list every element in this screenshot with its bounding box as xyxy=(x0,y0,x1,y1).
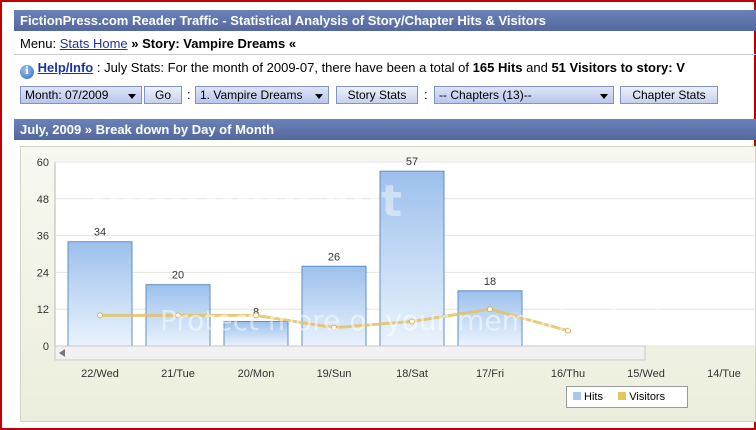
story-stats-button[interactable]: Story Stats xyxy=(336,86,418,104)
legend-hits: Hits xyxy=(584,391,603,403)
info-icon: i xyxy=(20,65,34,79)
hits-data-label: 57 xyxy=(406,156,418,168)
scroll-left-icon xyxy=(59,349,65,357)
y-tick-label: 36 xyxy=(37,231,49,243)
info-text-3: to story: V xyxy=(616,60,685,75)
x-tick-label: 18/Sat xyxy=(396,368,428,380)
visitors-point xyxy=(97,312,103,319)
menu-label: Menu: xyxy=(20,36,60,51)
info-text-2: and xyxy=(522,60,552,75)
chevron-down-icon xyxy=(600,94,608,99)
hits-bar xyxy=(301,265,367,347)
month-select-value: Month: 07/2009 xyxy=(25,88,109,102)
hits-data-label: 18 xyxy=(484,276,496,288)
story-select-value: 1. Vampire Dreams xyxy=(200,88,303,102)
month-select[interactable]: Month: 07/2009 xyxy=(20,86,142,104)
hits-data-label: 26 xyxy=(328,251,340,263)
go-button[interactable]: Go xyxy=(144,86,182,104)
total-visitors: 51 Visitors xyxy=(551,60,617,75)
visitors-point xyxy=(253,312,259,319)
controls-bar: Month: 07/2009 Go : 1. Vampire Dreams St… xyxy=(14,83,756,107)
visitors-point xyxy=(331,324,337,331)
info-text-1: : July Stats: For the month of 2009-07, … xyxy=(93,60,473,75)
total-hits: 165 Hits xyxy=(472,60,523,75)
chevron-down-icon xyxy=(128,94,136,99)
story-select[interactable]: 1. Vampire Dreams xyxy=(195,86,329,104)
hits-swatch xyxy=(573,392,581,400)
story-name: Story: Vampire Dreams « xyxy=(142,36,297,51)
x-tick-label: 19/Sun xyxy=(317,368,352,380)
visitors-point xyxy=(409,318,415,325)
menu-breadcrumb: Menu: Stats Home » Story: Vampire Dreams… xyxy=(14,33,756,55)
visitors-point xyxy=(565,327,571,334)
visitors-point xyxy=(487,306,493,313)
info-bar: i Help/Info : July Stats: For the month … xyxy=(14,57,756,79)
x-tick-label: 21/Tue xyxy=(161,368,195,380)
x-tick-label: 14/Tue xyxy=(707,368,741,380)
breadcrumb-separator: » xyxy=(127,36,143,51)
chapters-select[interactable]: -- Chapters (13)-- xyxy=(434,86,614,104)
y-tick-label: 12 xyxy=(37,304,49,316)
chevron-down-icon xyxy=(315,94,323,99)
chart-scrollbar xyxy=(54,345,646,361)
chapter-stats-button[interactable]: Chapter Stats xyxy=(620,86,718,104)
y-tick-label: 48 xyxy=(37,194,49,206)
hits-data-label: 34 xyxy=(94,227,106,239)
y-tick-label: 0 xyxy=(43,341,49,353)
separator: : xyxy=(187,87,191,102)
legend-visitors: Visitors xyxy=(629,391,666,403)
visitors-point xyxy=(175,312,181,319)
x-tick-label: 16/Thu xyxy=(551,368,585,380)
x-tick-label: 22/Wed xyxy=(81,368,119,380)
hits-data-label: 20 xyxy=(172,270,184,282)
hits-bar xyxy=(223,320,289,347)
section-title: July, 2009 » Break down by Day of Month xyxy=(14,119,756,140)
x-tick-label: 20/Mon xyxy=(238,368,275,380)
help-info-link[interactable]: Help/Info xyxy=(37,60,94,75)
y-tick-label: 60 xyxy=(37,157,49,169)
visitors-swatch xyxy=(618,392,627,400)
hits-bar xyxy=(457,290,523,347)
stats-home-link[interactable]: Stats Home xyxy=(59,36,128,51)
x-tick-label: 15/Wed xyxy=(627,368,665,380)
x-tick-label: 17/Fri xyxy=(476,368,504,380)
separator: : xyxy=(424,87,428,102)
y-tick-label: 24 xyxy=(37,267,49,279)
hits-bar xyxy=(67,241,133,347)
page-title: FictionPress.com Reader Traffic - Statis… xyxy=(14,10,756,31)
chapters-select-value: -- Chapters (13)-- xyxy=(439,88,532,102)
chart-legend: Hits Visitors xyxy=(566,386,688,408)
